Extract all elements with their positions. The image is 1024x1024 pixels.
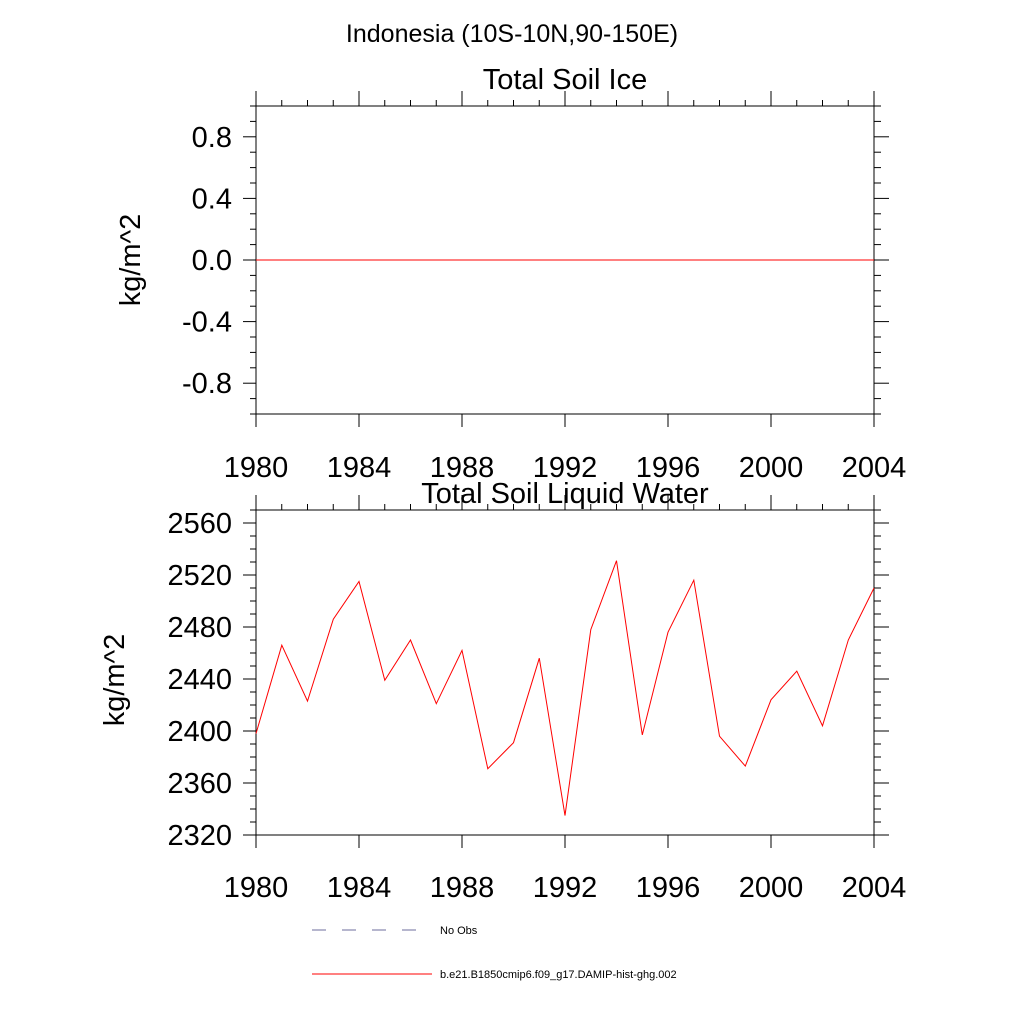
y-tick-labels: 0.8 0.4 0.0 -0.4 -0.8: [182, 122, 232, 400]
y-tick-labels: 2560 2520 2480 2440 2400 2360 2320: [167, 508, 232, 852]
panel-total-soil-ice: Total Soil Ice kg/m^2 1980 1984 1988 1992 19…: [115, 64, 906, 484]
y-tick-label: 0.0: [192, 245, 232, 277]
x-tick-label: 1984: [327, 872, 392, 904]
x-tick-label: 1980: [224, 452, 289, 484]
x-tick-label: 1996: [636, 872, 701, 904]
x-tick-label: 1992: [533, 452, 598, 484]
legend-label-no-obs: No Obs: [440, 925, 478, 937]
x-tick-label: 1992: [533, 872, 598, 904]
x-tick-label: 2000: [739, 452, 804, 484]
y-tick-label: 2560: [167, 508, 232, 540]
y-tick-label: 2520: [167, 560, 232, 592]
y-axis-label: kg/m^2: [115, 214, 147, 307]
x-tick-label: 1980: [224, 872, 289, 904]
x-tick-label: 1988: [430, 452, 495, 484]
y-tick-label: 2360: [167, 768, 232, 800]
series-line: [255, 560, 875, 816]
panel-total-soil-liquid-water: Total Soil Liquid Water kg/m^2 1980 1984 1…: [99, 478, 906, 904]
tick-marks: [243, 91, 889, 427]
legend-label-model: b.e21.B1850cmip6.f09_g17.DAMIP-hist-ghg.…: [440, 969, 677, 981]
x-tick-label: 1988: [430, 872, 495, 904]
y-tick-label: -0.8: [182, 368, 232, 400]
plot-frame: [255, 509, 875, 836]
y-tick-label: 2320: [167, 820, 232, 852]
tick-marks: [243, 495, 889, 848]
y-tick-label: 2480: [167, 612, 232, 644]
y-tick-label: 0.8: [192, 122, 232, 154]
data-lines: [255, 560, 875, 816]
x-tick-label: 2000: [739, 872, 804, 904]
panel-title: Total Soil Ice: [483, 64, 647, 96]
x-tick-label: 1996: [636, 452, 701, 484]
y-tick-label: 2440: [167, 664, 232, 696]
x-tick-label: 2004: [842, 452, 907, 484]
y-tick-label: -0.4: [182, 307, 232, 339]
y-tick-label: 0.4: [192, 183, 232, 215]
x-tick-label: 1984: [327, 452, 392, 484]
x-tick-label: 2004: [842, 872, 907, 904]
x-tick-labels: 1980 1984 1988 1992 1996 2000 2004: [224, 452, 907, 484]
legend: No Obs b.e21.B1850cmip6.f09_g17.DAMIP-hi…: [312, 925, 677, 981]
figure-title: Indonesia (10S-10N,90-150E): [346, 20, 678, 48]
x-tick-labels: 1980 1984 1988 1992 1996 2000 2004: [224, 872, 907, 904]
y-tick-label: 2400: [167, 716, 232, 748]
y-axis-label: kg/m^2: [99, 634, 131, 727]
